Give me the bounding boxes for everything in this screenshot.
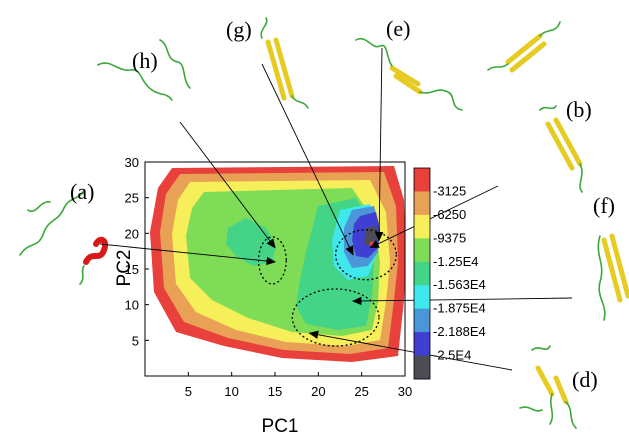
colorbar-label: -6250: [433, 207, 466, 222]
x-axis-ticks: 5 10 15 20 25 30: [185, 372, 412, 399]
basin-ellipse: [335, 229, 397, 281]
arrow-line: [261, 63, 354, 255]
x-axis-label: PC1: [262, 416, 299, 436]
panel-labels: (a) (b) (d) (e) (f) (g) (h): [70, 16, 615, 392]
x-tick-label: 20: [311, 384, 325, 399]
panel-label-f: (f): [593, 193, 615, 218]
y-tick-label: 10: [125, 298, 139, 313]
colorbar-swatch: [414, 332, 430, 357]
hairpin-structure-top-right: [505, 33, 547, 73]
arrow-line: [370, 185, 499, 249]
contour-level-5: [226, 218, 276, 266]
colorbar-swatch: [414, 238, 430, 263]
colorbar-label: -9375: [433, 230, 466, 245]
x-tick-label: 15: [268, 384, 282, 399]
colorbar-swatch: [414, 261, 430, 286]
contour-landscape: [150, 166, 405, 362]
hairpin-structure-f: [601, 233, 629, 303]
arrow-head: [369, 240, 380, 249]
arrow-head: [351, 296, 362, 306]
arrow-line: [352, 297, 573, 302]
panel-label-g: (g): [226, 17, 252, 42]
arrow-line: [179, 121, 276, 248]
panel-label-a: (a): [70, 179, 94, 204]
y-tick-label: 30: [125, 155, 139, 170]
colorbar-label: -1.875E4: [433, 301, 486, 316]
hairpin-structure-g: [265, 37, 295, 101]
arrow-head: [374, 231, 384, 242]
colorbar-label: -2.5E4: [433, 348, 471, 363]
coil-structure-h: [97, 39, 191, 101]
colorbar-swatch: [414, 308, 430, 333]
hairpin-structure-b: [545, 117, 583, 171]
colorbar-swatch: [414, 214, 430, 239]
colorbar-swatch: [414, 355, 430, 380]
y-tick-label: 5: [132, 333, 139, 348]
region-arrows: [99, 47, 573, 371]
arrow-head: [266, 256, 277, 266]
y-axis-ticks: 5 10 15 20 25 30: [125, 155, 149, 348]
colorbar-swatch: [414, 168, 430, 192]
panel-label-b: (b): [566, 97, 592, 122]
hairpin-structure-d: [535, 365, 569, 405]
arrow-head: [345, 245, 354, 256]
y-axis-label: PC2: [114, 250, 135, 287]
x-tick-label: 25: [354, 384, 368, 399]
arrow-line: [99, 243, 276, 263]
y-tick-label: 15: [125, 262, 139, 277]
y-tick-label: 20: [125, 226, 139, 241]
arrow-line: [378, 47, 383, 241]
coil-structure-a: [19, 189, 85, 256]
contour-level-9: [364, 226, 378, 246]
colorbar-label: -3125: [433, 183, 466, 198]
x-tick-label: 10: [224, 384, 238, 399]
colorbar-frame: [413, 167, 431, 380]
structure-illustrations: [19, 17, 629, 429]
arrow-head: [308, 330, 319, 339]
colorbar-swatch: [414, 285, 430, 310]
panel-label-h: (h): [132, 48, 158, 73]
colorbar-label: -1.563E4: [433, 277, 486, 292]
basin-ellipse: [291, 288, 380, 347]
panel-label-e: (e): [386, 16, 410, 41]
arrow-line: [309, 332, 513, 371]
arrow-head: [266, 238, 276, 249]
colorbar-swatch: [414, 191, 430, 216]
panel-label-d: (d): [572, 367, 598, 392]
helix-structure-a: [83, 236, 108, 265]
x-tick-label: 5: [185, 384, 192, 399]
y-tick-label: 25: [125, 191, 139, 206]
colorbar-label: -2.188E4: [433, 324, 486, 339]
colorbar-label: -1.25E4: [433, 254, 479, 269]
colorbar: -3125 -6250 -9375 -1.25E4 -1.563E4 -1.875E4 -2…: [413, 167, 486, 380]
hairpin-structure-e: [389, 65, 423, 95]
x-tick-label: 30: [398, 384, 412, 399]
